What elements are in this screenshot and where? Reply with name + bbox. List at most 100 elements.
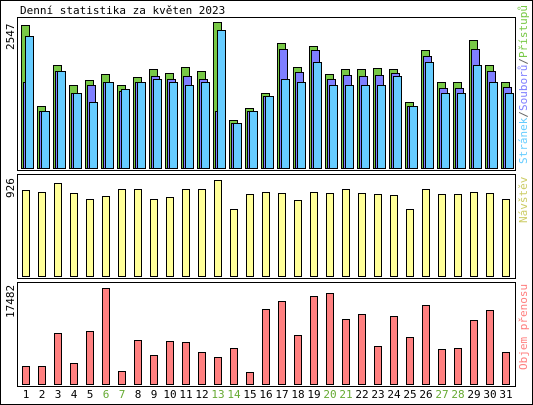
panel-frame-visits (17, 174, 516, 279)
bar-visits-návštěv-day-23 (374, 194, 382, 277)
legend-item-pages: Stránek (517, 117, 530, 164)
panel-frame-traffic (17, 282, 516, 387)
x-tick-label-day-4: 4 (71, 388, 78, 401)
ymax-label-hits: 2547 (4, 24, 17, 51)
bar-traffic-objem-přenosu-day-1 (22, 366, 30, 385)
bar-traffic-objem-přenosu-day-16 (262, 309, 270, 385)
bar-traffic-objem-přenosu-day-6 (102, 288, 110, 385)
x-tick-label-day-22: 22 (355, 388, 368, 401)
bar-hits-stránek-day-26 (425, 62, 434, 169)
bar-hits-stránek-day-8 (137, 82, 146, 169)
bar-hits-stránek-day-13 (217, 30, 226, 169)
bar-traffic-objem-přenosu-day-28 (454, 348, 462, 385)
bar-traffic-objem-přenosu-day-10 (166, 341, 174, 385)
bar-traffic-objem-přenosu-day-15 (246, 372, 254, 385)
bar-visits-návštěv-day-20 (326, 193, 334, 277)
bar-traffic-objem-přenosu-day-18 (294, 335, 302, 385)
bar-traffic-objem-přenosu-day-29 (470, 320, 478, 385)
bar-traffic-objem-přenosu-day-26 (422, 305, 430, 385)
x-tick-label-day-17: 17 (275, 388, 288, 401)
legend-visits: Návštěv (517, 176, 530, 223)
bar-traffic-objem-přenosu-day-30 (486, 310, 494, 385)
bar-traffic-objem-přenosu-day-8 (134, 340, 142, 385)
bar-traffic-objem-přenosu-day-22 (358, 314, 366, 385)
bar-visits-návštěv-day-29 (470, 192, 478, 277)
x-tick-label-day-23: 23 (371, 388, 384, 401)
x-tick-label-day-21: 21 (339, 388, 352, 401)
x-tick-label-day-19: 19 (307, 388, 320, 401)
bar-traffic-objem-přenosu-day-3 (54, 333, 62, 385)
x-tick-label-day-11: 11 (179, 388, 192, 401)
legend-separator-2: / (517, 58, 530, 65)
bar-visits-návštěv-day-7 (118, 189, 126, 277)
x-tick-label-day-20: 20 (323, 388, 336, 401)
bar-hits-stránek-day-10 (169, 82, 178, 169)
bar-hits-stránek-day-9 (153, 79, 162, 169)
bar-hits-stránek-day-25 (409, 106, 418, 169)
bar-visits-návštěv-day-30 (486, 193, 494, 277)
bar-hits-stránek-day-14 (233, 123, 242, 169)
bar-visits-návštěv-day-9 (150, 199, 158, 277)
legend-hits: Stránek/Souborů/Přístupů (517, 5, 530, 164)
bar-visits-návštěv-day-10 (166, 197, 174, 277)
bar-visits-návštěv-day-22 (358, 193, 366, 277)
x-tick-label-day-30: 30 (483, 388, 496, 401)
x-tick-label-day-18: 18 (291, 388, 304, 401)
bar-visits-návštěv-day-4 (70, 193, 78, 277)
x-tick-label-day-9: 9 (151, 388, 158, 401)
bar-visits-návštěv-day-14 (230, 209, 238, 277)
bar-traffic-objem-přenosu-day-12 (198, 352, 206, 385)
x-tick-label-day-27: 27 (435, 388, 448, 401)
bar-visits-návštěv-day-17 (278, 193, 286, 277)
x-tick-label-day-2: 2 (39, 388, 46, 401)
bar-traffic-objem-přenosu-day-23 (374, 346, 382, 385)
bar-hits-stránek-day-27 (441, 93, 450, 169)
x-tick-label-day-13: 13 (211, 388, 224, 401)
legend-item-hits: Přístupů (517, 5, 530, 58)
bar-traffic-objem-přenosu-day-19 (310, 296, 318, 385)
panel-frame-hits (17, 17, 516, 171)
bar-visits-návštěv-day-2 (38, 192, 46, 277)
x-tick-label-day-7: 7 (119, 388, 126, 401)
x-tick-label-day-5: 5 (87, 388, 94, 401)
bar-visits-návštěv-day-18 (294, 200, 302, 277)
bar-hits-stránek-day-4 (73, 93, 82, 169)
x-tick-label-day-16: 16 (259, 388, 272, 401)
bar-hits-stránek-day-21 (345, 85, 354, 169)
x-tick-label-day-24: 24 (387, 388, 401, 401)
bar-hits-stránek-day-22 (361, 85, 370, 169)
x-tick-label-day-14: 14 (227, 388, 241, 401)
x-axis-labels: 1 2 3 4 5 6 7 8 9 10 11 12 13 14 15 16 17 18 19 20 21 22 23 24 2… (23, 388, 513, 401)
x-tick-label-day-8: 8 (135, 388, 142, 401)
bar-visits-návštěv-day-5 (86, 199, 94, 277)
chart-title: Denní statistika za květen 2023 (20, 4, 225, 17)
bar-visits-návštěv-day-1 (22, 190, 30, 277)
bar-traffic-objem-přenosu-day-5 (86, 331, 94, 385)
legend-separator-1: / (517, 111, 530, 118)
bar-hits-stránek-day-5 (89, 102, 98, 169)
bar-visits-návštěv-day-13 (214, 180, 222, 277)
chart-bars (21, 22, 514, 385)
bar-hits-stránek-day-23 (377, 85, 386, 169)
bar-traffic-objem-přenosu-day-24 (390, 316, 398, 385)
bar-visits-návštěv-day-11 (182, 189, 190, 277)
x-tick-label-day-3: 3 (55, 388, 62, 401)
bar-traffic-objem-přenosu-day-27 (438, 349, 446, 385)
bar-hits-stránek-day-24 (393, 76, 402, 169)
bar-traffic-objem-přenosu-day-17 (278, 301, 286, 385)
bar-visits-návštěv-day-27 (438, 194, 446, 277)
bar-traffic-objem-přenosu-day-7 (118, 371, 126, 385)
bar-visits-návštěv-day-26 (422, 189, 430, 277)
ymax-label-traffic: 17482 (4, 285, 17, 318)
x-tick-label-day-28: 28 (451, 388, 464, 401)
legend-traffic: Objem přenosu (517, 284, 530, 370)
bar-traffic-objem-přenosu-day-20 (326, 293, 334, 385)
bar-hits-stránek-day-31 (505, 93, 514, 169)
bar-hits-stránek-day-15 (249, 111, 258, 169)
bar-hits-stránek-day-28 (457, 93, 466, 169)
bar-traffic-objem-přenosu-day-21 (342, 319, 350, 385)
bar-visits-návštěv-day-25 (406, 209, 414, 277)
x-tick-label-day-29: 29 (467, 388, 480, 401)
